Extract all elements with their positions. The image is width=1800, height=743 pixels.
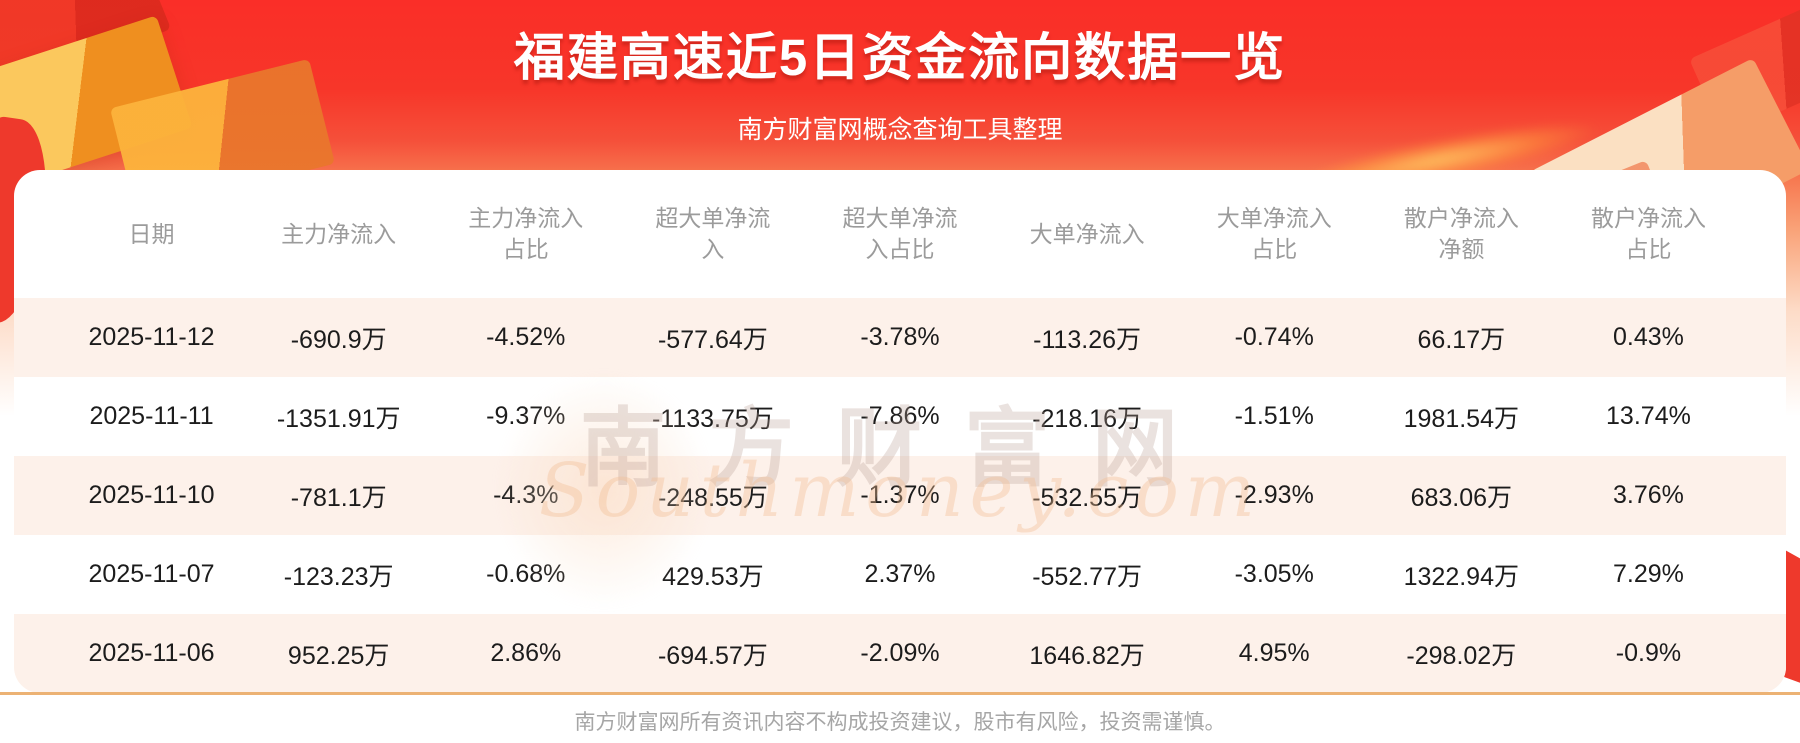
table-cell: 0.43% xyxy=(1612,323,1684,351)
table-cell: -123.23万 xyxy=(283,562,394,591)
table-cell: -298.02万 xyxy=(1406,641,1517,670)
table-body: 2025-11-12 -690.9万 -4.52% -577.64万 -3.78% -11… xyxy=(14,298,1786,693)
table-cell: -690.9万 xyxy=(290,325,387,354)
table-cell: 952.25万 xyxy=(287,641,390,670)
column-header: 超大单净流 入 xyxy=(655,205,771,262)
table-cell: 13.74% xyxy=(1606,402,1691,430)
table-cell: -552.77万 xyxy=(1032,562,1142,591)
column-header: 大单净流入 占比 xyxy=(1216,205,1332,262)
table-cell: -781.1万 xyxy=(290,483,387,512)
table-cell: -577.64万 xyxy=(657,325,768,354)
table-cell: 4.95% xyxy=(1238,639,1310,667)
page-subtitle: 南方财富网概念查询工具整理 xyxy=(737,116,1063,144)
watermark-swoosh xyxy=(494,370,714,610)
table-cell: -0.9% xyxy=(1615,639,1682,667)
table-cell: 2025-11-12 xyxy=(88,323,215,351)
table-cell: 2025-11-10 xyxy=(88,481,215,509)
table-cell: 2025-11-06 xyxy=(88,639,215,667)
table-cell: 1646.82万 xyxy=(1029,641,1145,670)
table-cell: -1.51% xyxy=(1234,402,1314,430)
column-header: 散户净流入 净额 xyxy=(1403,205,1519,262)
table-cell: -1.37% xyxy=(860,481,940,509)
table-cell: -4.52% xyxy=(486,323,566,351)
table-row: 2025-11-06 952.25万 2.86% -694.57万 -2.09% 1646… xyxy=(14,614,1786,693)
table-header-row: 日期 主力净流入 主力净流入 占比 超大单净流 入 超大单净流 入占比 大单净流入 大单净流… xyxy=(14,170,1786,298)
footer-divider-line xyxy=(0,692,1800,695)
table-cell: 2.86% xyxy=(490,639,562,667)
table-row: 2025-11-12 -690.9万 -4.52% -577.64万 -3.78% -11… xyxy=(14,298,1786,377)
table-cell: 2025-11-11 xyxy=(89,402,214,430)
table-cell: 3.76% xyxy=(1612,481,1684,509)
table-cell: -2.09% xyxy=(860,639,940,667)
table-cell: -3.78% xyxy=(860,323,940,351)
column-header: 主力净流入 占比 xyxy=(468,205,584,262)
column-header: 散户净流入 占比 xyxy=(1590,205,1706,262)
footer-disclaimer: 南方财富网所有资讯内容不构成投资建议，股市有风险，投资需谨慎。 xyxy=(574,711,1226,734)
table-cell: -218.16万 xyxy=(1032,404,1142,433)
page-title: 福建高速近5日资金流向数据一览 xyxy=(513,29,1287,86)
table-row: 2025-11-10-781.1万-4.3%-248.55万-1.37%-532… xyxy=(14,456,1786,535)
data-table-card: 南方财富网 Southmoney.com 日期 主力净流入 主力净流入 占比 超大单净… xyxy=(14,170,1786,693)
table-cell: -1351.91万 xyxy=(276,404,401,433)
table-cell: -3.05% xyxy=(1234,560,1314,588)
table-row: 2025-11-11-1351.91万-9.37%-1133.75万-7.86%… xyxy=(14,377,1786,456)
column-header: 大单净流入 xyxy=(1029,220,1145,247)
table-cell: 1322.94万 xyxy=(1403,562,1519,591)
table-cell: -0.74% xyxy=(1234,323,1314,351)
table-cell: 66.17万 xyxy=(1417,325,1506,354)
table-cell: -532.55万 xyxy=(1032,483,1142,512)
table-cell: -2.93% xyxy=(1234,481,1314,509)
table-cell: 2025-11-07 xyxy=(88,560,215,588)
table-cell: -7.86% xyxy=(860,402,940,430)
table-cell: -113.26万 xyxy=(1033,325,1142,354)
column-header: 超大单净流 入占比 xyxy=(842,205,958,262)
column-header: 日期 xyxy=(128,220,175,247)
column-header: 主力净流入 xyxy=(281,220,397,247)
table-row: 2025-11-07-123.23万-0.68%429.53万2.37%-552… xyxy=(14,535,1786,614)
table-cell: 683.06万 xyxy=(1410,483,1513,512)
table-cell: 2.37% xyxy=(864,560,936,588)
table-cell: -694.57万 xyxy=(657,641,768,670)
table-cell: 7.29% xyxy=(1612,560,1684,588)
table-cell: 1981.54万 xyxy=(1403,404,1519,433)
